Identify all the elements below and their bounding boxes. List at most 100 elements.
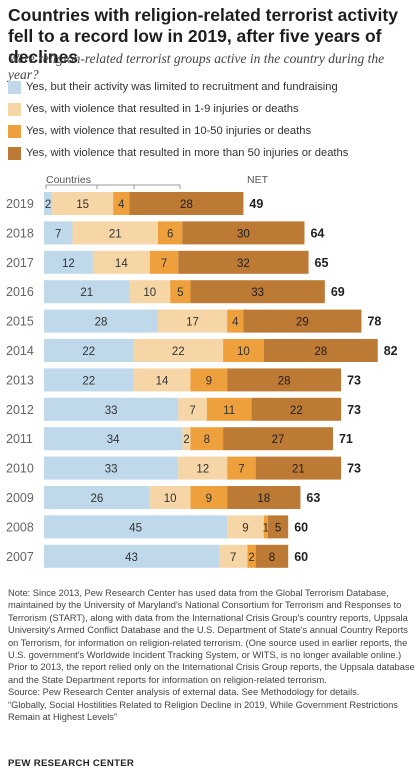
net-value-label: 82 (384, 344, 398, 358)
legend-swatch-low (8, 103, 21, 116)
bar-segment-low (178, 456, 228, 480)
segment-value-label: 2 (183, 434, 189, 446)
bar-segment-high (190, 280, 325, 304)
segment-value-label: 21 (292, 464, 305, 476)
bar-segment-mid (247, 544, 256, 568)
bar-segment-low (129, 280, 171, 304)
bar-segment-high (227, 368, 342, 392)
bar-segment-mid (227, 309, 244, 333)
segment-value-label: 2 (45, 199, 51, 211)
bar-segment-high (255, 544, 289, 568)
bar-segment-low (178, 397, 207, 421)
segment-value-label: 2 (248, 552, 254, 564)
segment-value-label: 33 (251, 287, 264, 299)
bar-segment-limited (44, 544, 220, 568)
legend-label-low: Yes, with violence that resulted in 1-9 … (26, 103, 299, 115)
legend-item-high: Yes, with violence that resulted in more… (8, 144, 408, 166)
segment-value-label: 6 (167, 228, 173, 240)
segment-value-label: 28 (95, 317, 108, 329)
bar-segment-limited (44, 192, 53, 215)
bar-segment-high (251, 397, 342, 421)
org-credit: PEW RESEARCH CENTER (8, 758, 135, 769)
segment-value-label: 14 (115, 258, 128, 270)
segment-value-label: 5 (275, 522, 281, 534)
segment-value-label: 9 (206, 493, 212, 505)
bar-segment-limited (44, 368, 134, 392)
chart-title: Countries with religion-related terroris… (8, 5, 398, 67)
year-label: 2013 (6, 373, 34, 387)
bar-segment-high (263, 339, 378, 362)
bar-segment-low (227, 515, 264, 539)
year-label: 2012 (6, 403, 34, 417)
bar-segment-limited (44, 427, 183, 451)
bar-segment-high (182, 221, 305, 245)
year-label: 2014 (6, 344, 34, 358)
segment-value-label: 7 (161, 258, 167, 270)
bar-segment-limited (44, 250, 93, 274)
net-value-label: 73 (347, 462, 361, 476)
segment-value-label: 34 (107, 434, 120, 446)
net-value-label: 64 (310, 226, 324, 240)
segment-value-label: 43 (125, 552, 138, 564)
bar-segment-low (157, 309, 228, 333)
net-value-label: 78 (367, 315, 381, 329)
net-value-label: 49 (249, 197, 263, 211)
segment-value-label: 10 (143, 287, 156, 299)
bar-segment-limited (44, 309, 158, 333)
net-value-label: 63 (306, 491, 320, 505)
net-value-label: 73 (347, 403, 361, 417)
year-label: 2019 (6, 197, 34, 211)
segment-value-label: 4 (118, 199, 125, 211)
bar-segment-mid (190, 427, 224, 451)
legend: Yes, but their activity was limited to r… (8, 78, 408, 166)
bar-segment-mid (227, 456, 256, 480)
net-value-label: 60 (294, 550, 308, 564)
bar-segment-low (149, 486, 191, 509)
segment-value-label: 7 (230, 552, 236, 564)
bar-segment-limited (44, 397, 179, 421)
segment-value-label: 15 (76, 199, 89, 211)
year-label: 2011 (6, 432, 33, 446)
bar-segment-mid (113, 192, 130, 215)
bar-segment-low (182, 427, 191, 451)
legend-label-high: Yes, with violence that resulted in more… (26, 147, 349, 159)
bar-segment-mid (190, 368, 228, 392)
notes-section: Note: Since 2013, Pew Research Center ha… (8, 587, 416, 723)
chart-subtitle: Were religion-related terrorist groups a… (8, 51, 385, 82)
bar-segment-low (72, 221, 158, 245)
bar-segment-mid (149, 250, 179, 274)
segment-value-label: 9 (242, 522, 248, 534)
bar-segment-low (219, 544, 248, 568)
year-label: 2018 (6, 226, 34, 240)
segment-value-label: 28 (314, 346, 327, 358)
bar-segment-low (52, 192, 114, 215)
note-text: Note: Since 2013, Pew Research Center ha… (8, 588, 415, 685)
segment-value-label: 30 (237, 228, 250, 240)
segment-value-label: 45 (129, 522, 142, 534)
segment-value-label: 33 (105, 405, 118, 417)
segment-value-label: 10 (237, 346, 250, 358)
net-value-label: 60 (294, 520, 308, 534)
bar-segment-limited (44, 515, 228, 539)
bar-segment-mid (206, 397, 252, 421)
bar-segment-low (92, 250, 150, 274)
segment-value-label: 4 (232, 317, 239, 329)
source-text: Source: Pew Research Center analysis of … (8, 687, 360, 698)
segment-value-label: 27 (272, 434, 285, 446)
bar-segment-high (267, 515, 289, 539)
segment-value-label: 1 (263, 522, 269, 534)
bar-segment-low (133, 368, 191, 392)
segment-value-label: 28 (278, 375, 291, 387)
report-title: “Globally, Social Hostilities Related to… (8, 699, 398, 723)
segment-value-label: 12 (62, 258, 75, 270)
segment-value-label: 32 (237, 258, 250, 270)
segment-value-label: 5 (177, 287, 183, 299)
net-value-label: 65 (315, 256, 329, 270)
legend-swatch-high (8, 147, 21, 160)
bar-segment-mid (190, 486, 228, 509)
segment-value-label: 8 (269, 552, 275, 564)
countries-header: Countries (46, 174, 91, 186)
segment-value-label: 10 (164, 493, 177, 505)
year-label: 2016 (6, 285, 34, 299)
